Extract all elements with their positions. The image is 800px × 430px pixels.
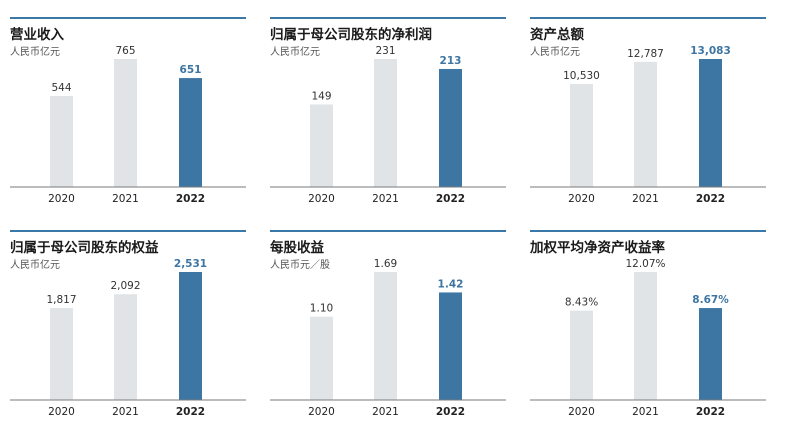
value-label-2020: 8.43% <box>565 297 598 309</box>
bar-2022 <box>179 78 202 187</box>
bar-chart-svg: 149 2020 231 2021 213 2022 <box>270 45 506 205</box>
value-label-2021: 231 <box>375 45 395 57</box>
bar-2020 <box>310 104 333 187</box>
equity-chart-panel: 归属于母公司股东的权益 人民币亿元 1,817 2020 2,092 2021 2,53… <box>10 230 246 426</box>
panel-top-rule <box>10 17 246 19</box>
category-label-2020: 2020 <box>48 406 75 418</box>
bar-2020 <box>50 95 73 187</box>
roe-chart-panel: 加权平均净资产收益率 8.43% 2020 12.07% 2021 8.67% 2022 <box>530 230 766 426</box>
value-label-2020: 1,817 <box>46 294 76 306</box>
bar-2020 <box>310 316 333 400</box>
bar-chart-svg: 10,530 2020 12,787 2021 13,083 2022 <box>530 45 766 205</box>
chart-title: 资产总额 <box>530 27 584 43</box>
panel-top-rule <box>270 17 506 19</box>
bar-2021 <box>374 59 397 187</box>
chart-title: 每股收益 <box>270 240 324 256</box>
total-assets-chart-panel: 资产总额 人民币亿元 10,530 2020 12,787 2021 13,083 202… <box>530 17 766 213</box>
bar-2020 <box>570 83 593 187</box>
value-label-2020: 544 <box>51 82 71 94</box>
category-label-2021: 2021 <box>112 406 139 418</box>
bar-2021 <box>634 61 657 187</box>
category-label-2022: 2022 <box>436 406 465 418</box>
chart-unit: 人民币亿元 <box>530 47 580 58</box>
bar-2020 <box>50 308 73 400</box>
panel-top-rule <box>270 230 506 232</box>
value-label-2022: 8.67% <box>692 294 729 306</box>
bar-chart-svg: 1,817 2020 2,092 2021 2,531 2022 <box>10 258 246 418</box>
value-label-2021: 12.07% <box>625 258 665 270</box>
category-label-2021: 2021 <box>632 193 659 205</box>
category-label-2022: 2022 <box>176 193 205 205</box>
bar-chart-svg: 1.10 2020 1.69 2021 1.42 2022 <box>270 258 506 418</box>
value-label-2020: 149 <box>311 90 331 102</box>
bar-2022 <box>699 308 722 400</box>
value-label-2020: 10,530 <box>563 70 600 82</box>
chart-unit: 人民币亿元 <box>270 47 320 58</box>
value-label-2021: 765 <box>115 45 135 57</box>
value-label-2022: 651 <box>180 64 202 76</box>
bar-2021 <box>374 272 397 400</box>
eps-chart-panel: 每股收益 人民币元／股 1.10 2020 1.69 2021 1.42 2022 <box>270 230 506 426</box>
panel-top-rule <box>530 230 766 232</box>
value-label-2021: 1.69 <box>374 258 397 270</box>
value-label-2022: 213 <box>440 55 462 67</box>
bar-2021 <box>114 294 137 400</box>
category-label-2022: 2022 <box>436 193 465 205</box>
value-label-2022: 13,083 <box>690 45 731 57</box>
value-label-2021: 12,787 <box>627 48 664 60</box>
panel-top-rule <box>10 230 246 232</box>
bar-chart-svg: 544 2020 765 2021 651 2022 <box>10 45 246 205</box>
value-label-2021: 2,092 <box>110 280 140 292</box>
category-label-2020: 2020 <box>48 193 75 205</box>
bar-2022 <box>439 68 462 187</box>
category-label-2022: 2022 <box>696 406 725 418</box>
chart-title: 归属于母公司股东的净利润 <box>270 27 432 43</box>
category-label-2022: 2022 <box>176 406 205 418</box>
category-label-2020: 2020 <box>308 193 335 205</box>
bar-2021 <box>114 59 137 187</box>
value-label-2022: 2,531 <box>174 258 207 270</box>
bar-chart-svg: 8.43% 2020 12.07% 2021 8.67% 2022 <box>530 258 766 418</box>
value-label-2020: 1.10 <box>310 303 333 315</box>
chart-title: 加权平均净资产收益率 <box>530 240 665 256</box>
category-label-2021: 2021 <box>112 193 139 205</box>
category-label-2020: 2020 <box>568 193 595 205</box>
bar-2020 <box>570 310 593 400</box>
bar-2021 <box>634 272 657 400</box>
category-label-2021: 2021 <box>372 406 399 418</box>
bar-2022 <box>179 272 202 400</box>
category-label-2021: 2021 <box>632 406 659 418</box>
category-label-2022: 2022 <box>696 193 725 205</box>
chart-title: 归属于母公司股东的权益 <box>10 240 159 256</box>
bar-2022 <box>699 59 722 187</box>
chart-unit: 人民币亿元 <box>10 260 60 271</box>
category-label-2020: 2020 <box>568 406 595 418</box>
category-label-2020: 2020 <box>308 406 335 418</box>
value-label-2022: 1.42 <box>438 278 464 290</box>
revenue-chart-panel: 营业收入 人民币亿元 544 2020 765 2021 651 2022 <box>10 17 246 213</box>
chart-title: 营业收入 <box>10 27 64 43</box>
panel-top-rule <box>530 17 766 19</box>
chart-unit: 人民币元／股 <box>270 260 330 271</box>
category-label-2021: 2021 <box>372 193 399 205</box>
chart-unit: 人民币亿元 <box>10 47 60 58</box>
bar-2022 <box>439 292 462 400</box>
net-profit-chart-panel: 归属于母公司股东的净利润 人民币亿元 149 2020 231 2021 213 2022 <box>270 17 506 213</box>
